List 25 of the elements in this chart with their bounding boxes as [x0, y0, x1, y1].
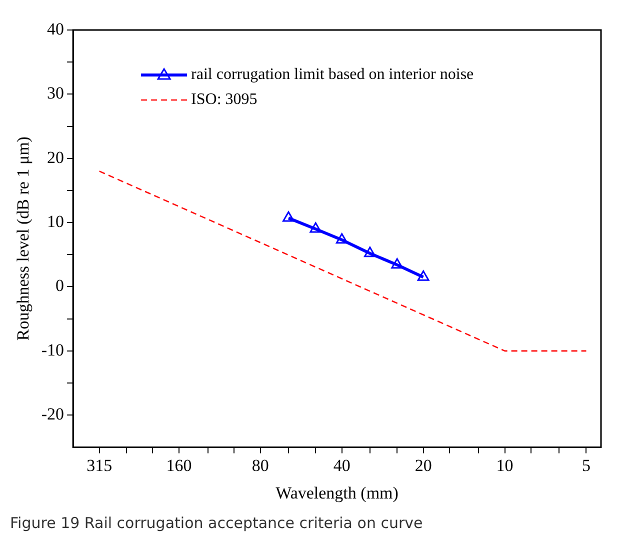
- y-tick-label: -10: [41, 340, 64, 360]
- point: [336, 233, 348, 244]
- x-tick-label: 80: [252, 456, 269, 475]
- x-tick-label: 10: [496, 456, 514, 475]
- point: [417, 270, 430, 281]
- point: [282, 211, 294, 222]
- y-tick-label: 10: [47, 212, 64, 232]
- legend-label: rail corrugation limit based on interior noise: [191, 66, 474, 84]
- y-tick-label: 20: [47, 148, 64, 167]
- x-tick-label: 40: [333, 456, 350, 475]
- x-tick-label: 160: [166, 456, 192, 475]
- x-axis-title: Wavelength (mm): [276, 483, 398, 502]
- caption: Figure 19 Rail corrugation acceptance criteria on curve: [10, 514, 423, 532]
- y-tick-label: 0: [56, 276, 64, 296]
- x-tick-label: 315: [86, 456, 112, 475]
- y-tick-label: -20: [41, 404, 64, 424]
- point: [391, 258, 404, 269]
- legend-label: ISO: 3095: [191, 91, 258, 108]
- y-axis-title: Roughness level (dB re 1 μm): [14, 136, 33, 341]
- x-tick-label: 5: [582, 456, 590, 475]
- x-tick-label: 20: [414, 456, 432, 475]
- y-tick-label: 40: [47, 19, 64, 38]
- point: [364, 246, 376, 258]
- point: [310, 222, 322, 233]
- y-tick-label: 30: [47, 84, 64, 103]
